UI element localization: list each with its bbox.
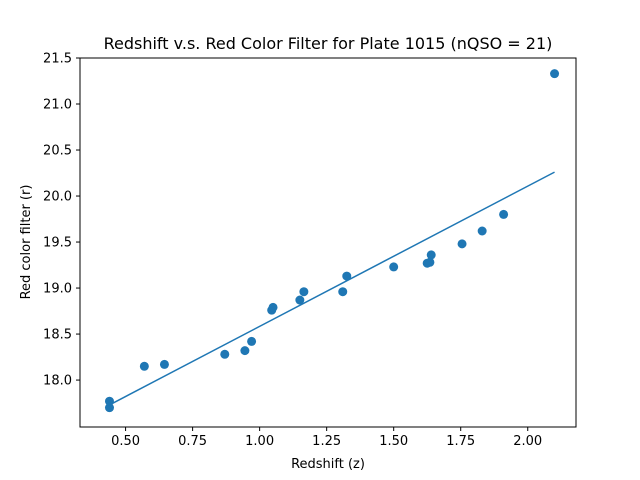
y-tick-label: 18.0: [43, 374, 72, 389]
data-point: [159, 359, 169, 369]
data-point: [268, 302, 278, 312]
data-point: [426, 250, 436, 260]
y-tick-label: 21.0: [43, 98, 72, 113]
x-tick-label: 1.75: [446, 434, 475, 449]
data-point: [477, 226, 487, 236]
data-points: [104, 69, 560, 413]
data-point: [338, 287, 348, 297]
y-tick-label: 20.5: [43, 144, 72, 159]
y-tick-label: 19.0: [43, 282, 72, 297]
data-point: [295, 295, 305, 305]
y-tick-label: 18.5: [43, 328, 72, 343]
data-point: [220, 349, 230, 359]
y-axis-ticks: 18.0 18.5 19.0 19.5 20.0 20.5 21.0 21.5: [43, 52, 80, 389]
x-tick-label: 1.50: [379, 434, 408, 449]
y-tick-label: 20.0: [43, 190, 72, 205]
data-point: [457, 239, 467, 249]
data-point: [299, 287, 309, 297]
y-tick-label: 21.5: [43, 52, 72, 67]
data-point: [425, 257, 435, 267]
data-point: [550, 69, 560, 79]
data-point: [342, 271, 352, 281]
x-tick-label: 0.75: [178, 434, 207, 449]
x-axis-label: Redshift (z): [291, 457, 365, 472]
chart-title: Redshift v.s. Red Color Filter for Plate…: [104, 34, 553, 53]
x-tick-label: 1.00: [245, 434, 274, 449]
y-axis-label: Red color filter (r): [19, 185, 34, 300]
x-tick-label: 1.25: [312, 434, 341, 449]
x-axis-ticks: 0.50 0.75 1.00 1.25 1.50 1.75 2.00: [111, 427, 542, 449]
x-tick-label: 0.50: [111, 434, 140, 449]
fit-line: [109, 171, 555, 406]
y-tick-label: 19.5: [43, 236, 72, 251]
data-point: [139, 361, 149, 371]
data-point: [499, 209, 509, 219]
plot-area-frame: [79, 57, 577, 428]
x-tick-label: 2.00: [513, 434, 542, 449]
data-point: [389, 262, 399, 272]
data-point: [247, 336, 257, 346]
data-point: [240, 346, 250, 356]
fit-line-layer: [109, 171, 555, 406]
data-point: [104, 403, 114, 413]
